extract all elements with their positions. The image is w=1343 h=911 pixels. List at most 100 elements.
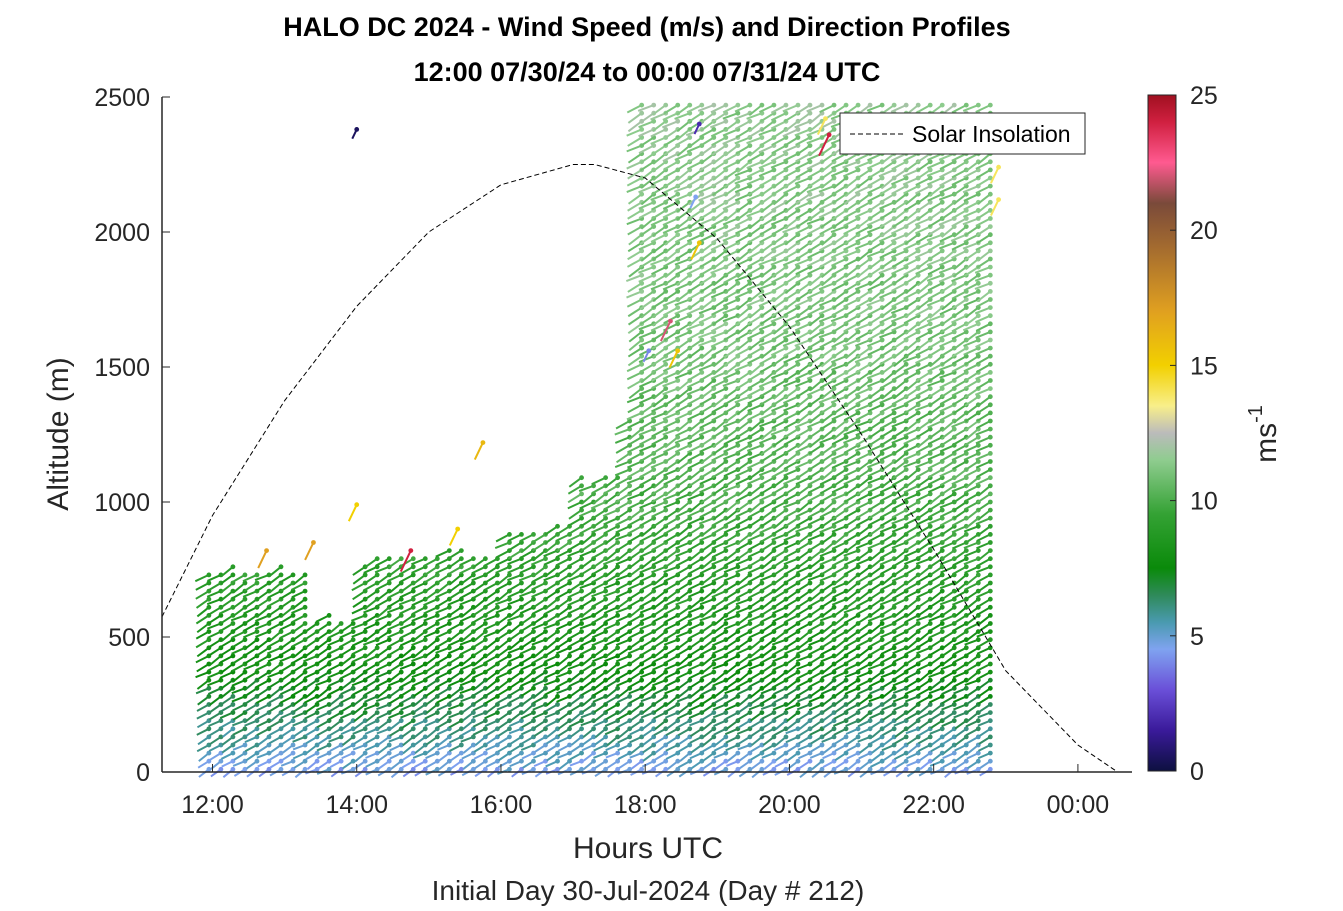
wind-barb (639, 622, 655, 631)
wind-barb (242, 573, 258, 583)
wind-barb-head (591, 750, 596, 756)
wind-barb-head (278, 702, 284, 707)
wind-barb-head (663, 677, 669, 683)
wind-barb-head (735, 613, 741, 618)
wind-barb-head (338, 734, 344, 740)
wind-barb (581, 630, 595, 641)
wind-barb (207, 582, 222, 592)
wind-barb-head (410, 564, 416, 570)
wind-barb-head (663, 718, 669, 724)
wind-barb (581, 671, 595, 682)
wind-barb (448, 590, 462, 600)
wind-barb (399, 622, 414, 630)
wind-barb-head (434, 621, 440, 626)
wind-barb-head (759, 297, 765, 302)
wind-barb (484, 565, 498, 576)
wind-barb (423, 614, 438, 622)
wind-barb-head (507, 604, 512, 610)
wind-barb-head (519, 669, 524, 675)
wind-barb-head (218, 694, 224, 699)
wind-barb-head (843, 766, 849, 772)
wind-barb (435, 646, 450, 654)
wind-barb (485, 647, 499, 658)
wind-barb-head (603, 621, 609, 626)
wind-barb-head (639, 710, 645, 715)
wind-barb-head (711, 734, 717, 740)
wind-barb-head (266, 694, 272, 699)
wind-barb (567, 598, 582, 607)
wind-barb-head (603, 726, 609, 732)
wind-barb (508, 582, 522, 592)
wind-barb (375, 557, 390, 567)
wind-barb (627, 193, 643, 205)
wind-barb (351, 646, 366, 656)
wind-barb (375, 614, 390, 622)
wind-barb-head (639, 572, 645, 578)
wind-barb (603, 606, 619, 615)
wind-barb-head (495, 572, 500, 578)
wind-barb-head (434, 734, 440, 740)
wind-barb (615, 444, 631, 454)
wind-barb-head (543, 669, 548, 675)
wind-barb-head (639, 766, 645, 772)
wind-barb-head (699, 337, 705, 343)
wind-barb-head (771, 766, 777, 772)
wind-barb (626, 363, 643, 373)
wind-barb (639, 582, 655, 591)
wind-barb-head (242, 613, 248, 618)
wind-barb (255, 655, 270, 664)
wind-barb-head (398, 645, 404, 651)
wind-barb (627, 582, 643, 591)
wind-barb (495, 557, 510, 566)
wind-barb-head (567, 685, 572, 691)
wind-barb-head (350, 621, 356, 626)
wind-barb-head (254, 629, 260, 634)
wind-barb (639, 403, 655, 415)
wind-barb-head (470, 580, 476, 586)
wind-barb-head (338, 718, 344, 724)
wind-barb-head (350, 645, 356, 651)
wind-barb (626, 258, 643, 268)
wind-barb-head (507, 572, 512, 578)
wind-barb (388, 646, 402, 657)
wind-barb-head (422, 637, 428, 643)
wind-barb-head (531, 596, 536, 602)
wind-barb (495, 533, 510, 543)
wind-barb-head (771, 540, 777, 545)
wind-barb (591, 630, 607, 639)
wind-barb-head (555, 702, 560, 707)
wind-barb-head (723, 734, 729, 740)
wind-barb (567, 549, 582, 558)
wind-barb (568, 541, 583, 551)
wind-barb (568, 476, 583, 488)
wind-barb (472, 590, 486, 600)
wind-barb-head (615, 621, 621, 626)
chart-title: HALO DC 2024 - Wind Speed (m/s) and Dire… (283, 12, 1011, 42)
wind-barb (639, 363, 655, 374)
wind-barb-head (747, 118, 753, 124)
wind-barb-head (470, 734, 476, 740)
wind-barb-head (362, 758, 368, 764)
wind-barb (519, 557, 534, 567)
wind-barb-head (723, 758, 729, 764)
wind-barb-head (434, 758, 440, 764)
wind-barb-head (446, 645, 452, 651)
wind-barb-head (615, 613, 621, 618)
wind-barb-head (591, 661, 596, 667)
wind-barb-head (615, 766, 621, 772)
wind-barb-head (470, 685, 476, 691)
wind-barb-head (735, 175, 741, 181)
wind-barb-head (206, 766, 212, 772)
wind-barb (626, 177, 643, 187)
wind-barb-head (567, 580, 572, 586)
wind-barb (497, 646, 511, 658)
wind-barb-head (519, 653, 524, 659)
wind-barb (568, 582, 583, 593)
wind-barb-head (398, 669, 404, 675)
wind-barb-head (687, 135, 693, 140)
wind-barb-head (687, 329, 693, 335)
wind-barb-head (843, 167, 849, 173)
wind-barb-head (302, 758, 308, 764)
wind-barb-head (651, 669, 657, 675)
wind-barb (376, 655, 390, 665)
